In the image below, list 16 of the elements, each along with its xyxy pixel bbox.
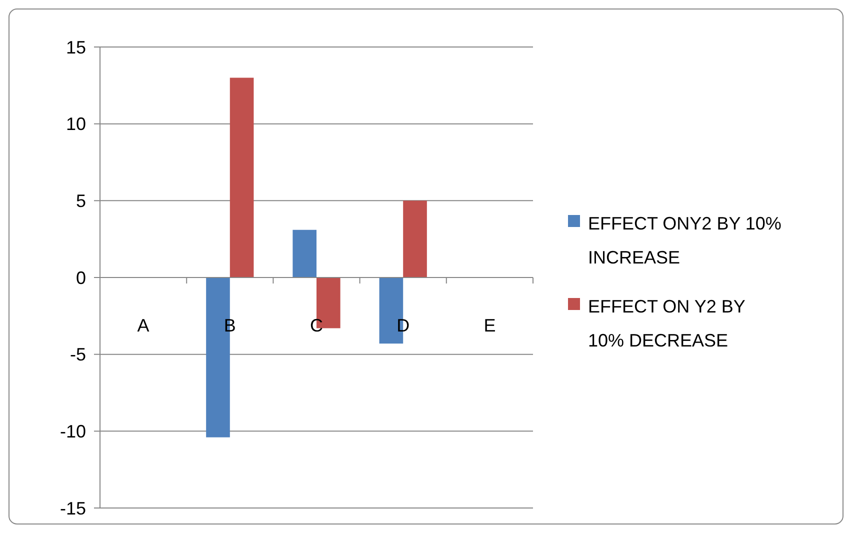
y-tick-label: 10 <box>66 114 86 134</box>
x-tick-label: E <box>484 316 496 336</box>
y-tick-label: 0 <box>76 268 86 288</box>
legend-label: EFFECT ONY2 BY 10% INCREASE <box>588 213 782 268</box>
y-tick-label: -10 <box>60 421 86 442</box>
y-tick-label: -5 <box>70 344 86 365</box>
legend-label: EFFECT ON Y2 BY 10% DECREASE <box>588 296 746 350</box>
x-tick-label: A <box>137 316 150 336</box>
y-tick-label: 5 <box>76 190 86 211</box>
x-tick-label: C <box>310 316 323 336</box>
bar <box>230 78 254 278</box>
bar <box>403 200 427 278</box>
y-tick-label: 15 <box>66 37 86 58</box>
x-tick-label: B <box>224 316 236 336</box>
bar <box>292 230 316 278</box>
y-tick-label: -15 <box>60 498 86 518</box>
